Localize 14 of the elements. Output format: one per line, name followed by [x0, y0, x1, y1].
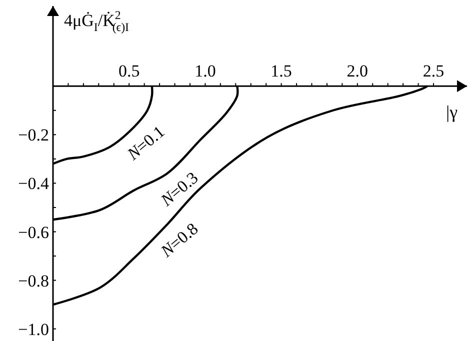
y-tick-label: −0.6	[18, 222, 49, 242]
annotation: N=0.1	[122, 122, 168, 164]
y-tick-label: −0.2	[18, 126, 49, 145]
x-tick-label: 1.0	[194, 62, 216, 81]
y-tick-label: −0.4	[18, 174, 50, 194]
y-tick-label: −1.0	[18, 320, 49, 339]
x-axis-title: |γ	[446, 102, 458, 122]
x-tick-label: 1.5	[270, 62, 292, 81]
x-tick-label: 2.5	[422, 62, 444, 81]
x-tick-label: 0.5	[118, 62, 140, 81]
x-tick-label: 2.0	[346, 62, 368, 81]
y-tick-label: −0.8	[18, 271, 49, 290]
annotation: N=0.3	[156, 168, 202, 210]
annotation: N=0.8	[156, 219, 202, 262]
